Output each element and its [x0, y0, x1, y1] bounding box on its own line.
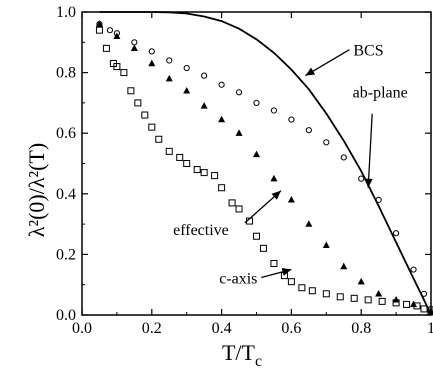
- data-point-c-axis: [102, 44, 110, 52]
- data-point-c-axis: [211, 172, 219, 180]
- data-point-ab-plane: [410, 266, 417, 273]
- data-point-ab-plane: [131, 39, 138, 46]
- y-tick-label: 1.0: [56, 4, 76, 21]
- annotation-layer: BCS ab-plane effective c-axis: [173, 43, 408, 288]
- data-point-c-axis: [176, 153, 184, 161]
- data-point-effective: [95, 20, 103, 27]
- y-tick-label: 0.2: [56, 246, 76, 263]
- annotation-arrowhead-effective: [271, 190, 281, 200]
- data-point-c-axis: [155, 135, 163, 143]
- data-point-c-axis: [322, 290, 330, 298]
- annotation-arrow-ab-plane: [367, 113, 373, 188]
- data-point-c-axis: [336, 293, 344, 301]
- data-point-effective: [235, 129, 243, 136]
- data-point-c-axis: [165, 147, 173, 155]
- data-point-c-axis: [270, 259, 278, 267]
- data-point-c-axis: [148, 123, 156, 131]
- data-point-c-axis: [392, 299, 400, 307]
- axis-layer: 0.0 0.2 0.4 0.6 0.8 1 0.0 0.2 0.4 0.6 0.8 1.0: [56, 4, 433, 337]
- data-point-effective: [305, 220, 313, 227]
- data-point-ab-plane: [393, 230, 400, 237]
- annotation-arrowhead-bcs: [305, 67, 316, 76]
- data-point-ab-plane: [323, 139, 330, 146]
- data-point-c-axis: [113, 63, 121, 71]
- data-point-c-axis: [228, 199, 236, 207]
- data-point-c-axis: [287, 278, 295, 286]
- annotation-label-bcs: BCS: [353, 43, 383, 60]
- annotation-label-c-axis: c-axis: [219, 271, 257, 288]
- data-point-c-axis: [378, 297, 386, 305]
- data-point-c-axis: [134, 99, 142, 107]
- data-point-effective: [252, 150, 261, 158]
- data-point-ab-plane: [183, 64, 190, 72]
- data-point-effective: [375, 289, 383, 297]
- data-point-effective: [130, 44, 138, 52]
- data-point-ab-plane: [358, 175, 365, 182]
- x-tick-label: 0.0: [72, 320, 92, 337]
- data-point-ab-plane: [235, 89, 243, 96]
- annotation-arrowhead-ab-plane: [364, 178, 373, 188]
- data-point-c-axis: [218, 184, 226, 192]
- data-point-c-axis: [253, 232, 260, 240]
- data-point-c-axis: [308, 287, 316, 295]
- data-point-effective: [270, 174, 278, 182]
- data-point-c-axis: [95, 26, 103, 34]
- data-point-effective: [287, 196, 295, 203]
- data-point-ab-plane: [305, 127, 312, 134]
- x-axis-title: T/Tc: [222, 340, 262, 370]
- data-point-ab-plane: [253, 99, 260, 107]
- data-point-effective: [200, 102, 208, 109]
- annotation-label-effective: effective: [173, 222, 229, 239]
- x-axis-title-subscript: c: [255, 353, 262, 370]
- x-tick-label: 0.6: [281, 320, 301, 337]
- data-point-effective: [357, 277, 365, 285]
- data-point-c-axis: [235, 205, 243, 213]
- data-point-ab-plane: [420, 290, 428, 297]
- x-tick-label: 0.4: [212, 320, 232, 337]
- data-point-effective: [218, 115, 226, 123]
- data-point-c-axis: [364, 296, 372, 304]
- data-point-ab-plane: [218, 81, 225, 88]
- data-point-c-axis: [350, 294, 358, 302]
- data-point-c-axis: [183, 160, 191, 167]
- data-point-c-axis: [403, 300, 411, 308]
- data-point-ab-plane: [148, 48, 155, 55]
- x-tick-label: 0.2: [142, 320, 162, 337]
- data-point-c-axis: [120, 69, 128, 77]
- data-point-ab-plane: [270, 107, 278, 114]
- data-point-c-axis: [141, 111, 149, 119]
- x-axis-title-main: T/T: [222, 340, 256, 365]
- data-point-effective: [340, 262, 348, 270]
- y-tick-label: 0.6: [56, 125, 76, 142]
- data-point-c-axis: [298, 284, 306, 292]
- data-point-ab-plane: [166, 57, 173, 64]
- data-point-ab-plane: [106, 27, 114, 34]
- y-axis-title: λ²(0)/λ²(T): [24, 143, 49, 237]
- annotation-arrowhead-c-axis: [281, 268, 292, 276]
- data-point-c-axis: [420, 305, 428, 313]
- data-point-effective: [165, 74, 173, 82]
- data-point-ab-plane: [288, 116, 295, 123]
- data-point-c-axis: [193, 166, 201, 174]
- data-point-effective: [183, 86, 191, 94]
- data-point-effective: [113, 32, 121, 39]
- x-tick-label: 1: [427, 320, 433, 337]
- y-tick-label: 0.8: [56, 65, 76, 82]
- data-point-ab-plane: [340, 154, 347, 161]
- data-point-effective: [148, 59, 156, 67]
- y-tick-label: 0.0: [56, 307, 76, 324]
- annotation-label-ab-plane: ab-plane: [353, 85, 408, 102]
- data-point-c-axis: [200, 169, 208, 177]
- x-tick-label: 0.8: [351, 320, 371, 337]
- data-point-c-axis: [127, 87, 135, 95]
- data-point-ab-plane: [201, 72, 208, 79]
- data-point-ab-plane: [375, 196, 382, 203]
- data-point-c-axis: [413, 302, 421, 310]
- data-point-c-axis: [259, 244, 267, 252]
- data-point-effective: [322, 241, 330, 249]
- y-tick-label: 0.4: [56, 186, 76, 203]
